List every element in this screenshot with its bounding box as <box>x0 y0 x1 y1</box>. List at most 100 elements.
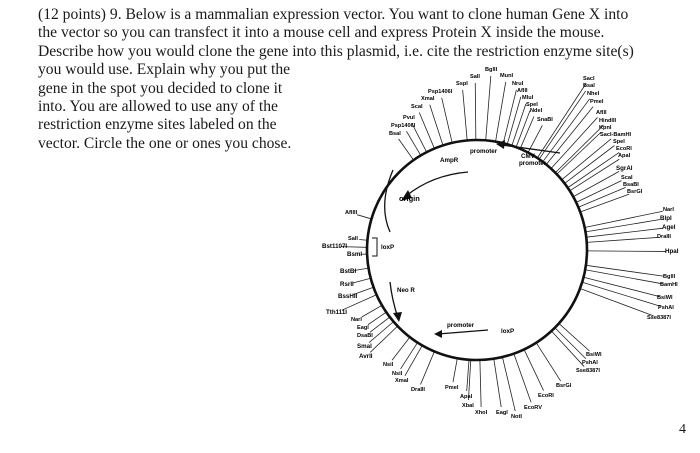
site-leader-line <box>441 97 453 143</box>
site-leader-line <box>462 89 468 141</box>
site-leader-line <box>369 316 391 333</box>
site-leader-line <box>479 359 482 408</box>
site-leader-line <box>452 358 458 383</box>
site-label: EcoRV <box>524 405 542 411</box>
site-leader-line <box>474 82 477 141</box>
site-leader-line <box>567 152 620 189</box>
site-label: NheI <box>587 91 600 97</box>
site-leader-line <box>361 304 383 318</box>
site-label: SalI <box>470 74 480 80</box>
site-label: AvrII <box>359 353 373 360</box>
site-leader-line <box>527 125 543 153</box>
site-leader-line <box>352 277 371 284</box>
origin-label: origin <box>399 194 420 203</box>
site-label: NotI <box>511 414 522 420</box>
site-label: SpeI <box>613 139 625 145</box>
site-label: RsrII <box>340 281 354 288</box>
site-label: SalI <box>348 236 358 242</box>
site-leader-line <box>369 325 398 353</box>
site-leader-line <box>555 124 604 174</box>
promoter-bottom-arrow <box>437 329 489 335</box>
site-label: BstBI <box>340 268 356 275</box>
site-label: XbaI <box>462 403 474 409</box>
origin-arc <box>384 169 394 233</box>
site-leader-line <box>404 345 423 376</box>
site-label: EagI <box>357 325 369 331</box>
site-leader-line <box>556 131 602 175</box>
question-line: gene in the spot you decided to clone it <box>38 79 283 97</box>
site-label: BsaI <box>389 131 401 137</box>
site-leader-line <box>429 104 444 146</box>
site-leader-line <box>558 323 590 352</box>
site-label: BsaBI <box>623 182 639 188</box>
site-label: EagI <box>496 410 508 416</box>
neo-arrowhead <box>393 312 402 322</box>
loxp-left-label: loxP <box>381 244 394 251</box>
site-label: BamHI <box>660 282 678 288</box>
site-label: XhoI <box>475 410 488 416</box>
page-number: 4 <box>679 422 686 437</box>
site-label: BsaI <box>583 83 595 89</box>
site-leader-line <box>583 276 660 297</box>
lox-bracket-left <box>372 237 378 257</box>
site-leader-line <box>341 294 377 311</box>
site-leader-line <box>586 250 666 252</box>
site-label: Psp1406I <box>391 123 416 129</box>
site-label: ScaI <box>621 175 633 181</box>
site-leader-line <box>485 75 492 141</box>
site-leader-line <box>420 351 435 385</box>
site-leader-line <box>536 83 587 159</box>
neo-label: Neo R <box>397 287 415 294</box>
site-label: XmaI <box>421 96 435 102</box>
site-label: BsrGI <box>627 189 643 195</box>
site-leader-line <box>511 103 527 146</box>
site-leader-line <box>368 321 394 343</box>
site-leader-line <box>468 359 472 401</box>
site-label: NdeI <box>530 108 543 114</box>
site-label: MluI <box>522 95 534 101</box>
site-leader-line <box>538 90 587 160</box>
site-label: BsiWI <box>657 295 673 301</box>
site-leader-line <box>495 81 507 142</box>
site-leader-line <box>573 171 620 198</box>
site-label: ScaI <box>411 104 423 110</box>
site-label: BssHII <box>338 293 358 300</box>
site-leader-line <box>545 106 594 165</box>
site-leader-line <box>569 158 620 192</box>
site-leader-line <box>506 96 522 145</box>
question-line: the vector so you can transfect it into … <box>38 24 605 42</box>
site-label: XmaI <box>395 378 409 384</box>
site-label: NsiI <box>383 362 394 368</box>
site-leader-line <box>561 138 612 181</box>
loxp-bottom-label: loxP <box>501 328 514 335</box>
site-label: AflIII <box>345 210 358 216</box>
site-label: SgrAI <box>616 165 633 172</box>
site-leader-line <box>400 342 418 370</box>
site-leader-line <box>513 353 532 403</box>
site-label: EcoRI <box>616 146 632 152</box>
question-line: (12 points) 9. Below is a mammalian expr… <box>38 6 629 23</box>
site-label: PmeI <box>445 385 459 391</box>
ampr-arrowhead <box>401 190 412 201</box>
site-leader-line <box>550 117 598 169</box>
site-leader-line <box>398 138 414 161</box>
question-line: you would use. Explain why you put the <box>38 61 291 79</box>
site-leader-line <box>340 246 368 248</box>
site-leader-line <box>353 286 374 295</box>
promoter-label: promoter <box>470 148 498 155</box>
question-line: restriction enzyme sites labeled on the <box>38 116 277 134</box>
site-leader-line <box>391 336 411 361</box>
site-leader-line <box>554 327 587 360</box>
cmv-promoter-label: promoter <box>519 160 547 167</box>
site-label: PmeI <box>590 99 604 105</box>
site-label: SpeI <box>526 102 538 108</box>
site-label: ApaI <box>460 394 473 400</box>
site-label: Psp1406I <box>428 89 453 95</box>
site-label: Tth111I <box>326 309 347 316</box>
site-label: KpnI <box>599 125 612 131</box>
question-line: vector. Circle the one or ones you chose… <box>38 134 292 152</box>
site-leader-line <box>586 237 659 243</box>
site-label: ApaI <box>618 153 631 159</box>
site-label: SspI <box>456 81 468 87</box>
